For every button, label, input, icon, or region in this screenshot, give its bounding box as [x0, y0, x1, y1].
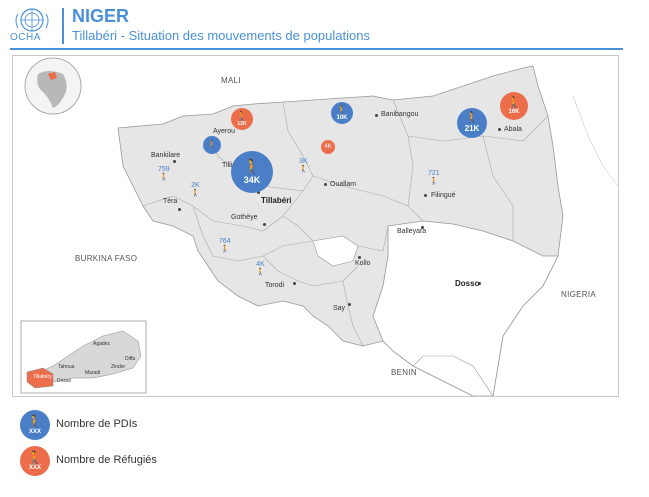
town-dot [375, 114, 378, 117]
person-arrow-icon: 🚶 [507, 96, 521, 109]
idp-value-gotheye: 764 🚶 [219, 238, 231, 253]
town-ouallam: Ouallam [330, 181, 357, 188]
person-arrow-icon: 🚶 [207, 140, 217, 149]
department-borders [142, 99, 549, 347]
person-arrow-icon: 🚶 [465, 112, 479, 124]
town-dot [478, 282, 481, 285]
page-subtitle: Tillabéri - Situation des mouvements de … [72, 28, 370, 43]
refugee-bubble-ouallam: 4K [321, 140, 335, 154]
inset-label-diffa: Diffa [125, 356, 136, 362]
legend-idp: 🚶 XXX Nombre de PDIs [20, 410, 220, 442]
town-say: Say [333, 305, 346, 312]
un-emblem-icon [15, 8, 49, 32]
region-map: MALI BURKINA FASO NIGERIA BENIN Ayerou B… [12, 55, 619, 397]
town-filingue: Filingué [431, 192, 456, 199]
legend-refugee-label: Nombre de Réfugiés [56, 454, 157, 466]
idp-value-filingue: 721 🚶 [428, 170, 440, 185]
town-bankilare: Bankilare [151, 152, 181, 159]
idp-bubble-banibangou: 🚶 10K [331, 102, 353, 124]
town-dot [173, 160, 176, 163]
inset-label-zinder: Zinder [111, 364, 126, 370]
refugee-bubble-abala: 🚶 16K [500, 92, 528, 120]
town-dot [293, 282, 296, 285]
refugee-bubble-ayerou: 🚶 12K [231, 108, 253, 130]
country-label-nigeria: NIGERIA [561, 290, 596, 299]
town-dosso: Dosso [455, 279, 480, 288]
idp-value-torodi: 4K 🚶 [256, 261, 265, 276]
town-ayerou: Ayerou [213, 128, 236, 135]
town-dot [498, 128, 501, 131]
town-dot [424, 194, 427, 197]
country-label-mali: MALI [221, 76, 241, 85]
org-label: OCHA [10, 32, 41, 43]
legend-idp-symbol: 🚶 XXX [20, 410, 50, 440]
header-rule [10, 48, 623, 50]
header: OCHA NIGER Tillabéri - Situation des mou… [0, 0, 649, 50]
country-label-burkina-faso: BURKINA FASO [75, 254, 138, 263]
town-dot [358, 256, 361, 259]
idp-value-tera: 2K 🚶 [191, 182, 200, 197]
inset-label-dosso: Dosso [57, 378, 72, 384]
town-dot [348, 303, 351, 306]
idp-value-ouallam: 3K 🚶 [299, 158, 308, 173]
globe-icon [24, 57, 82, 115]
town-dot [324, 183, 327, 186]
town-banibangou: Banibangou [381, 111, 419, 118]
idp-bubble-tillia: 🚶 [203, 136, 221, 154]
town-torodi: Torodi [265, 282, 285, 289]
idp-bubble-abala: 🚶 21K [457, 108, 487, 138]
idp-value-bankilare: 759 🚶 [158, 166, 170, 181]
person-arrow-icon: 🚶 [242, 158, 262, 176]
town-dot [257, 191, 260, 194]
inset-tillaberi-shape [26, 367, 54, 389]
header-divider [62, 8, 64, 44]
idp-bubble-tillaberi: 🚶 34K [231, 151, 273, 193]
legend-refugee-symbol: 🚶 XXX [20, 446, 50, 476]
town-dot [421, 226, 424, 229]
dosso-region-shape [372, 220, 559, 396]
person-arrow-icon: 🚶 [26, 450, 44, 465]
page-title: NIGER [72, 6, 130, 26]
town-tillia: Tilli [222, 162, 233, 169]
person-arrow-icon: 🚶 [336, 104, 348, 115]
town-dot [263, 223, 266, 226]
inset-label-tillabery: Tillabéry [33, 374, 52, 380]
legend-idp-label: Nombre de PDIs [56, 418, 138, 430]
niamey-shape [312, 235, 359, 267]
town-kollo: Kollo [355, 260, 371, 267]
person-arrow-icon: 🚶 [236, 110, 248, 121]
town-dot [178, 208, 181, 211]
town-gotheye: Gothèye [231, 214, 258, 221]
inset-label-maradi: Maradi [85, 370, 101, 376]
town-tillaberi: Tillabéri [261, 196, 292, 205]
inset-label-tahoua: Tahoua [58, 364, 75, 370]
country-label-benin: BENIN [391, 368, 417, 377]
legend-refugee: 🚶 XXX Nombre de Réfugiés [20, 446, 220, 478]
inset-niger-shape [34, 330, 142, 383]
town-balleyara: Balleyara [397, 228, 427, 235]
inset-label-agadez: Agadez [93, 341, 110, 347]
town-abala: Abala [504, 126, 522, 133]
town-tera: Téra [163, 198, 178, 205]
person-arrow-icon: 🚶 [26, 414, 44, 429]
